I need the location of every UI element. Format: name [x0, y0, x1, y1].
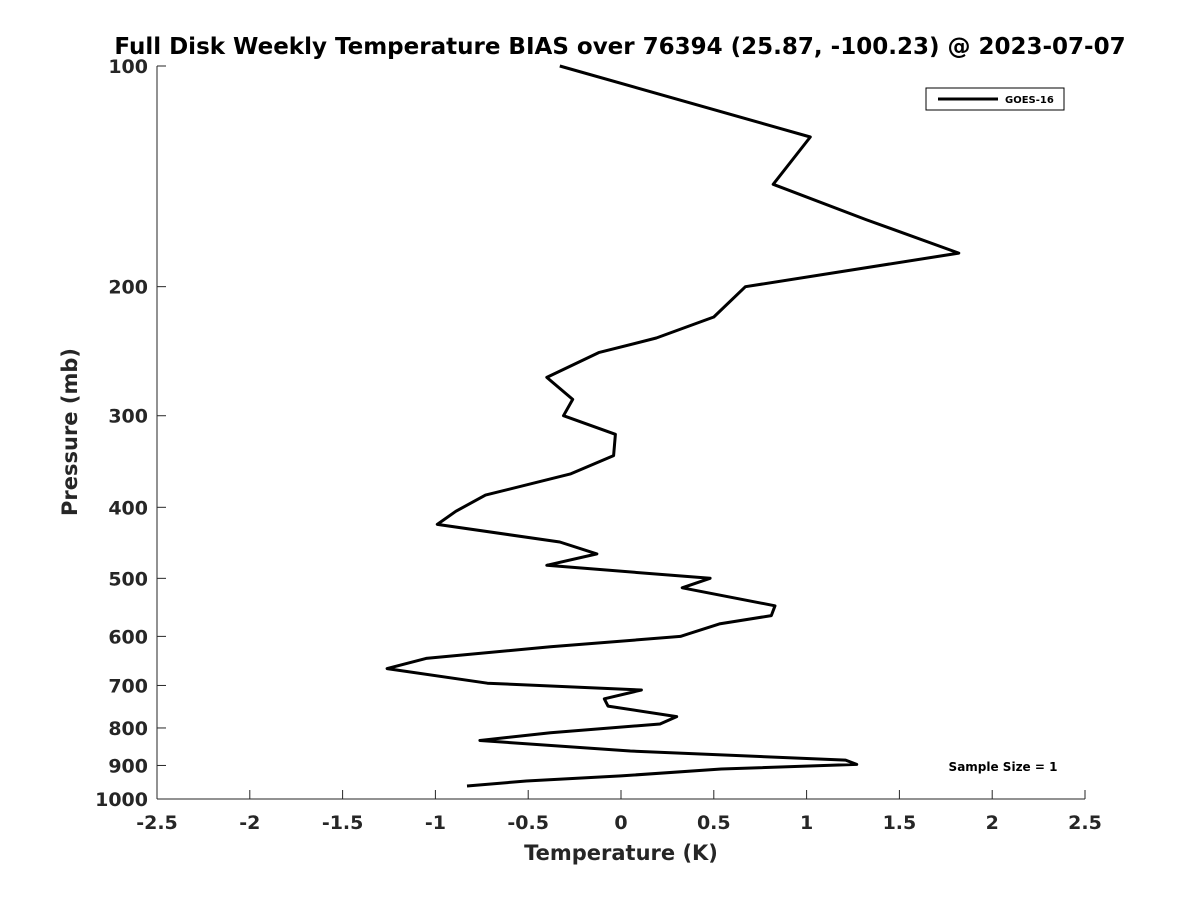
x-tick-label: 0.5 [697, 812, 731, 834]
y-axis-ticks: 100 200 300 400 500 600 700 800 900 1000 [95, 56, 166, 811]
x-tick-label: 1 [800, 812, 813, 834]
y-tick-label: 200 [108, 277, 148, 299]
x-axis-ticks: -2.5 -2 -1.5 -1 -0.5 0 0.5 1 1.5 2 2.5 [136, 790, 1102, 834]
y-tick-label: 900 [108, 755, 148, 777]
x-tick-label: -1 [425, 812, 446, 834]
series-group [385, 64, 961, 788]
x-tick-label: 2 [986, 812, 999, 834]
x-tick-label: 1.5 [883, 812, 917, 834]
x-tick-label: 2.5 [1068, 812, 1102, 834]
y-tick-label: 300 [108, 406, 148, 428]
x-tick-label: -0.5 [507, 812, 549, 834]
y-tick-label: 100 [108, 56, 148, 78]
y-tick-label: 500 [108, 568, 148, 590]
x-tick-label: -2 [239, 812, 260, 834]
y-tick-label: 700 [108, 675, 148, 697]
y-tick-label: 800 [108, 718, 148, 740]
y-tick-label: 600 [108, 626, 148, 648]
x-axis-label: Temperature (K) [524, 841, 718, 865]
x-tick-label: -2.5 [136, 812, 178, 834]
x-tick-label: -1.5 [322, 812, 364, 834]
sample-size-annotation: Sample Size = 1 [949, 760, 1058, 774]
y-tick-label: 400 [108, 497, 148, 519]
series-line-goes-16 [385, 64, 961, 788]
x-tick-label: 0 [614, 812, 627, 834]
y-axis-label: Pressure (mb) [58, 348, 82, 516]
chart-title: Full Disk Weekly Temperature BIAS over 7… [114, 34, 1125, 60]
legend: GOES-16 [925, 87, 1065, 111]
legend-label-goes-16: GOES-16 [1005, 95, 1054, 106]
y-tick-label: 1000 [95, 789, 148, 811]
